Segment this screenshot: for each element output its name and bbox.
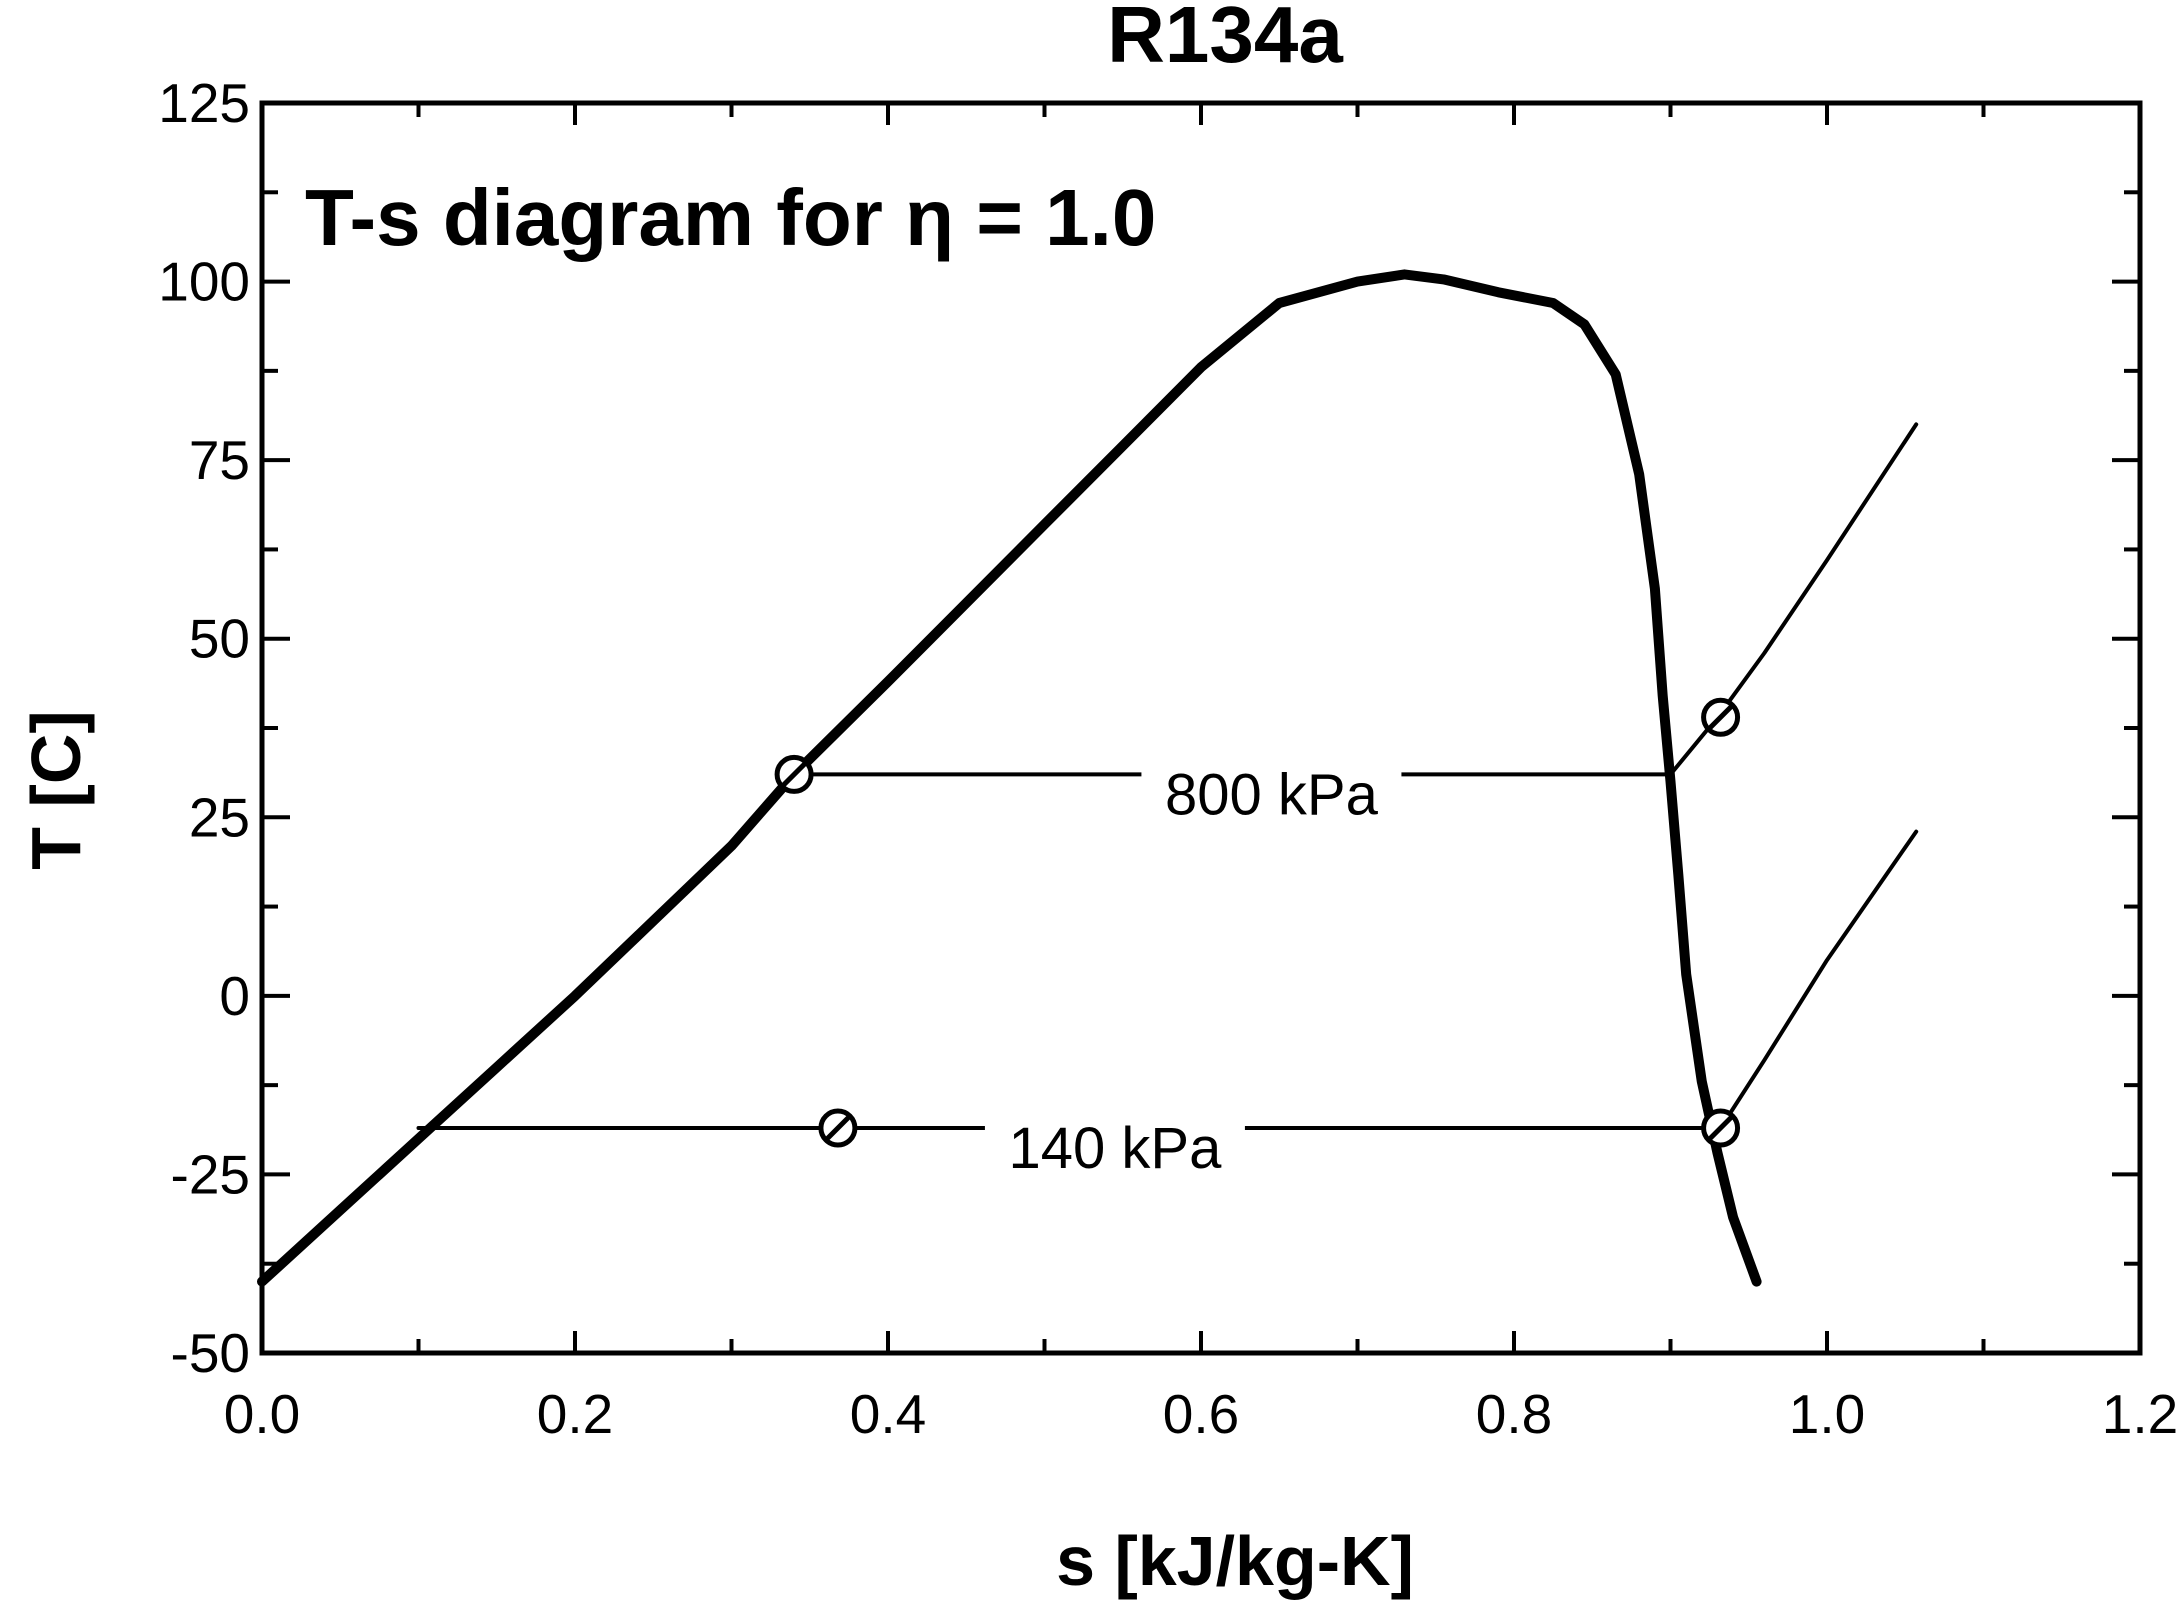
y-tick-label: 0: [219, 965, 250, 1027]
line-label-gap: [1141, 748, 1402, 801]
state-point-slash: [1706, 1114, 1735, 1142]
isobar-line-1: [792, 422, 1919, 777]
x-tick-label: 1.2: [2102, 1383, 2178, 1445]
x-tick-label: 0.6: [1163, 1383, 1239, 1445]
annotation-text: T-s diagram for η = 1.0: [305, 173, 1156, 262]
x-tick-label: 0.2: [537, 1383, 613, 1445]
saturation-dome-line: [257, 269, 1762, 1287]
plot-frame: [259, 100, 2143, 1356]
x-tick-label: 1.0: [1789, 1383, 1865, 1445]
y-tick-label: 25: [189, 786, 250, 848]
chart-title: R134a: [1107, 0, 1343, 79]
y-tick-label: 125: [158, 72, 250, 134]
x-tick-label: 0.4: [850, 1383, 926, 1445]
y-axis-label: T [C]: [17, 710, 95, 869]
plot-layer: 0.0 0.2 0.4 0.6 0.8 1.0 1.2 -50 -25 0 25 50 75 100 125…: [158, 72, 2178, 1445]
x-axis-label: s [kJ/kg-K]: [1056, 1522, 1414, 1600]
y-tick-label: -50: [171, 1322, 251, 1384]
x-tick-label: 0.0: [224, 1383, 300, 1445]
isobar-line-2: [416, 829, 1919, 1130]
y-tick-label: -25: [171, 1143, 251, 1205]
state-point-slash: [780, 760, 808, 789]
x-tick-label: 0.8: [1476, 1383, 1552, 1445]
isobar-label: 800 kPa: [1165, 762, 1379, 827]
isobar-label: 140 kPa: [1009, 1116, 1223, 1181]
y-tick-label: 100: [158, 251, 250, 313]
y-tick-label: 75: [189, 429, 250, 491]
y-tick-label: 50: [189, 608, 250, 670]
line-label-gap: [984, 1102, 1245, 1154]
state-point-slash: [824, 1114, 852, 1142]
state-point-slash: [1706, 703, 1735, 732]
